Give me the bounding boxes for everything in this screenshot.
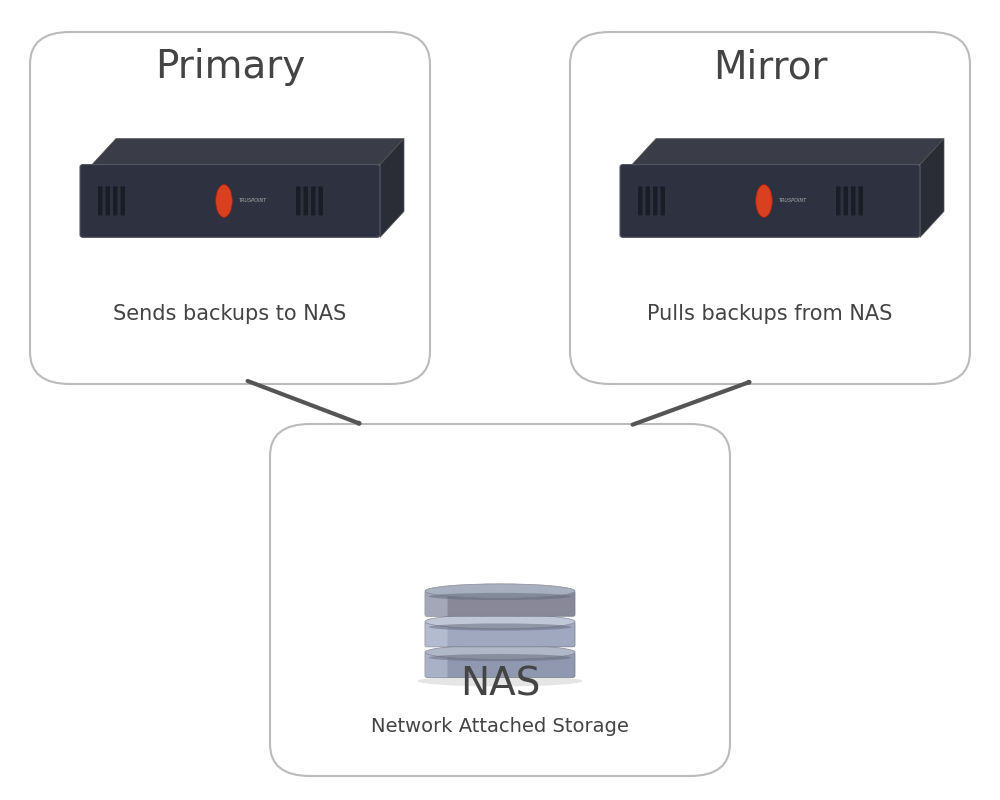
Ellipse shape: [429, 593, 571, 600]
Polygon shape: [92, 138, 404, 165]
FancyBboxPatch shape: [638, 186, 642, 215]
Text: Pulls backups from NAS: Pulls backups from NAS: [647, 304, 893, 323]
FancyBboxPatch shape: [570, 32, 970, 384]
FancyBboxPatch shape: [30, 32, 430, 384]
Text: Network Attached Storage: Network Attached Storage: [371, 718, 629, 736]
FancyBboxPatch shape: [80, 165, 380, 238]
Ellipse shape: [425, 614, 575, 629]
Text: Primary: Primary: [155, 48, 305, 86]
Polygon shape: [380, 138, 404, 238]
FancyBboxPatch shape: [304, 186, 308, 215]
FancyBboxPatch shape: [425, 591, 575, 616]
FancyBboxPatch shape: [660, 186, 665, 215]
FancyArrowPatch shape: [633, 382, 749, 425]
Ellipse shape: [425, 645, 575, 659]
FancyBboxPatch shape: [296, 186, 301, 215]
FancyBboxPatch shape: [113, 186, 118, 215]
FancyBboxPatch shape: [843, 186, 848, 215]
Ellipse shape: [756, 185, 772, 218]
FancyBboxPatch shape: [653, 186, 658, 215]
FancyBboxPatch shape: [425, 591, 448, 616]
Polygon shape: [632, 138, 944, 165]
FancyBboxPatch shape: [851, 186, 855, 215]
Text: TRUSPOINT: TRUSPOINT: [779, 198, 807, 203]
FancyBboxPatch shape: [425, 622, 575, 647]
FancyArrowPatch shape: [248, 381, 359, 424]
FancyBboxPatch shape: [620, 165, 920, 238]
Ellipse shape: [425, 584, 575, 598]
FancyBboxPatch shape: [836, 186, 840, 215]
FancyBboxPatch shape: [319, 186, 323, 215]
FancyBboxPatch shape: [270, 424, 730, 776]
FancyBboxPatch shape: [121, 186, 125, 215]
Polygon shape: [920, 138, 944, 238]
Ellipse shape: [216, 185, 232, 218]
FancyBboxPatch shape: [425, 622, 448, 647]
FancyBboxPatch shape: [98, 186, 103, 215]
Text: TRUSPOINT: TRUSPOINT: [239, 198, 267, 203]
FancyBboxPatch shape: [106, 186, 110, 215]
Ellipse shape: [429, 623, 571, 630]
FancyBboxPatch shape: [311, 186, 316, 215]
Ellipse shape: [429, 654, 571, 662]
FancyBboxPatch shape: [425, 652, 575, 678]
FancyBboxPatch shape: [858, 186, 863, 215]
FancyBboxPatch shape: [646, 186, 650, 215]
Text: Sends backups to NAS: Sends backups to NAS: [113, 304, 347, 323]
Ellipse shape: [418, 676, 582, 686]
FancyBboxPatch shape: [425, 652, 448, 678]
Text: Mirror: Mirror: [713, 48, 827, 86]
Text: NAS: NAS: [460, 666, 540, 703]
